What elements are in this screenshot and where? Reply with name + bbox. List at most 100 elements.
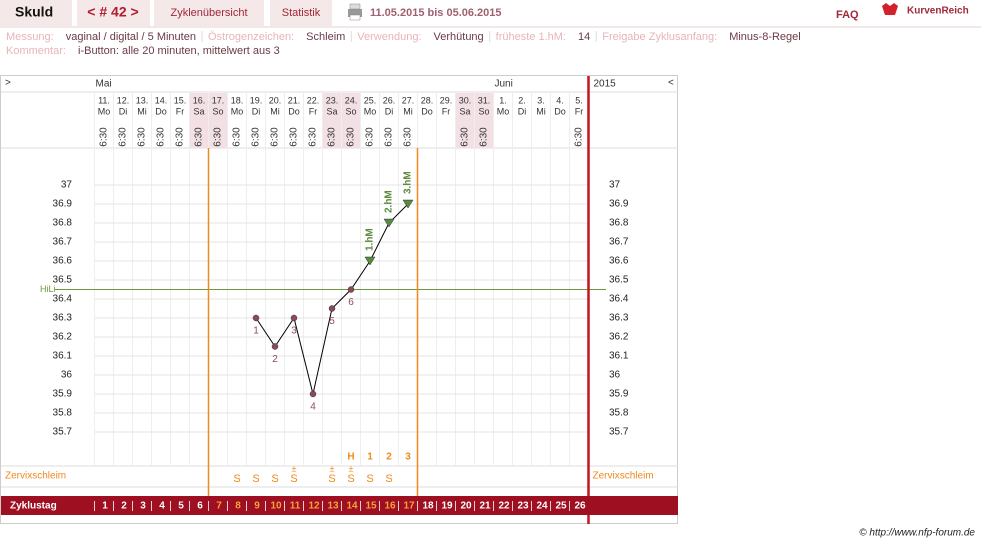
tab-label[interactable]: Statistik (282, 7, 321, 19)
cycle-day: 25 (555, 501, 567, 512)
weekday-label: Di (252, 106, 261, 116)
temperature-point (347, 286, 355, 293)
cycle-day: 3 (140, 501, 146, 512)
info-value: i-Button: alle 20 minuten, mittelwert au… (78, 45, 280, 57)
date-label: 12. (117, 95, 130, 105)
y-tick-label-right: 36.5 (609, 275, 629, 286)
date-label: 17. (212, 95, 225, 105)
info-label: früheste 1.hM: (496, 31, 566, 43)
date-label: 29. (440, 95, 453, 105)
cycle-day: 14 (346, 501, 358, 512)
printer-icon[interactable] (348, 3, 362, 21)
hm-label: 1.hM (365, 228, 376, 251)
time-label: 6:30 (460, 127, 471, 147)
cycle-day: 17 (403, 501, 415, 512)
brand-logo (882, 3, 898, 15)
hm-marker (383, 218, 395, 228)
info-label: Verwendung: (357, 31, 421, 43)
cycle-day: 19 (441, 501, 453, 512)
peak-mark: H (347, 452, 354, 463)
date-label: 27. (402, 95, 415, 105)
time-label: 6:30 (270, 127, 281, 147)
weekday-label: Di (385, 106, 394, 116)
weekday-label: Fr (176, 106, 185, 116)
cycle-day: 20 (460, 501, 472, 512)
date-label: 22. (307, 95, 320, 105)
cycle-day: 6 (197, 501, 203, 512)
info-line: Messung: vaginal / digital / 5 Minuten Öst… (6, 31, 801, 57)
time-label: 6:30 (479, 127, 490, 147)
y-tick-label: 36 (61, 370, 73, 381)
weekend-shade (341, 93, 361, 148)
cycle-day: 22 (498, 501, 510, 512)
date-label: 13. (136, 95, 149, 105)
temperature-point (290, 314, 298, 322)
info-label: Kommentar: (6, 45, 66, 57)
date-label: 19. (250, 95, 263, 105)
cycle-day: 16 (384, 501, 396, 512)
weekday-label: Sa (193, 106, 204, 116)
peak-mark: 2 (386, 452, 392, 463)
weekday-label: Do (155, 106, 167, 116)
tab[interactable] (270, 0, 332, 26)
cycle-day: 8 (235, 501, 241, 512)
hm-label: 2.hM (384, 190, 395, 213)
info-value: Minus-8-Regel (729, 31, 801, 43)
cervix-symbol: S (385, 473, 392, 485)
y-tick-label: 36.4 (53, 294, 73, 305)
time-label: 6:30 (137, 127, 148, 147)
y-tick-label-right: 35.7 (609, 427, 629, 438)
time-label: 6:30 (574, 127, 585, 147)
weekend-shade (322, 93, 342, 148)
cycle-box[interactable] (77, 0, 150, 26)
info-value: Verhütung (434, 31, 484, 43)
y-tick-label-right: 36 (609, 370, 621, 381)
cervix-symbol: S (328, 473, 335, 485)
cervix-label: Zervixschleim (5, 471, 66, 482)
date-label: 15. (174, 95, 187, 105)
user-title: Skuld (15, 4, 53, 20)
faq-link[interactable]: FAQ (836, 9, 859, 21)
date-label: 5. (575, 95, 583, 105)
cycle-day: 15 (365, 501, 377, 512)
date-label: 31. (478, 95, 491, 105)
y-tick-label: 36.2 (53, 332, 73, 343)
date-label: 18. (231, 95, 244, 105)
weekday-label: Mo (231, 106, 244, 116)
hm-marker (364, 256, 376, 266)
info-label: Östrogenzeichen: (208, 31, 294, 43)
time-label: 6:30 (232, 127, 243, 147)
cervix-symbol: S (233, 473, 240, 485)
brand[interactable]: KurvenReich (907, 6, 969, 17)
cervix-label-right: Zervixschleim (593, 471, 654, 482)
tab-label[interactable]: Zyklenübersicht (170, 7, 247, 19)
time-label: 6:30 (99, 127, 110, 147)
cycle-nav[interactable]: < # 42 > (87, 4, 138, 20)
weekend-shade (208, 93, 228, 148)
y-tick-label-right: 36.2 (609, 332, 629, 343)
info-label: Freigabe Zyklusanfang: (602, 31, 717, 43)
cycle-day: 26 (574, 501, 586, 512)
time-label: 6:30 (118, 127, 129, 147)
date-label: 16. (193, 95, 206, 105)
point-label: 4 (310, 402, 316, 413)
cycle-day: 10 (270, 501, 282, 512)
date-label: 11. (98, 95, 110, 105)
point-label: 1 (253, 326, 259, 337)
info-value: vaginal / digital / 5 Minuten (66, 31, 196, 43)
tab[interactable] (154, 0, 264, 26)
cycle-day: 11 (290, 501, 301, 512)
time-label: 6:30 (251, 127, 262, 147)
time-label: 6:30 (194, 127, 205, 147)
weekday-label: Mi (270, 106, 280, 116)
cycle-label: Zyklustag (10, 501, 57, 512)
cycle-day: 4 (159, 501, 165, 512)
cervix-symbol: S (252, 473, 259, 485)
date-label: 21. (288, 95, 301, 105)
cycle-day: 18 (422, 501, 434, 512)
cycle-day: 23 (517, 501, 529, 512)
weekday-label: Mi (536, 106, 546, 116)
point-label: 3 (291, 326, 297, 337)
weekday-label: Mo (364, 106, 377, 116)
date-label: 25. (364, 95, 377, 105)
